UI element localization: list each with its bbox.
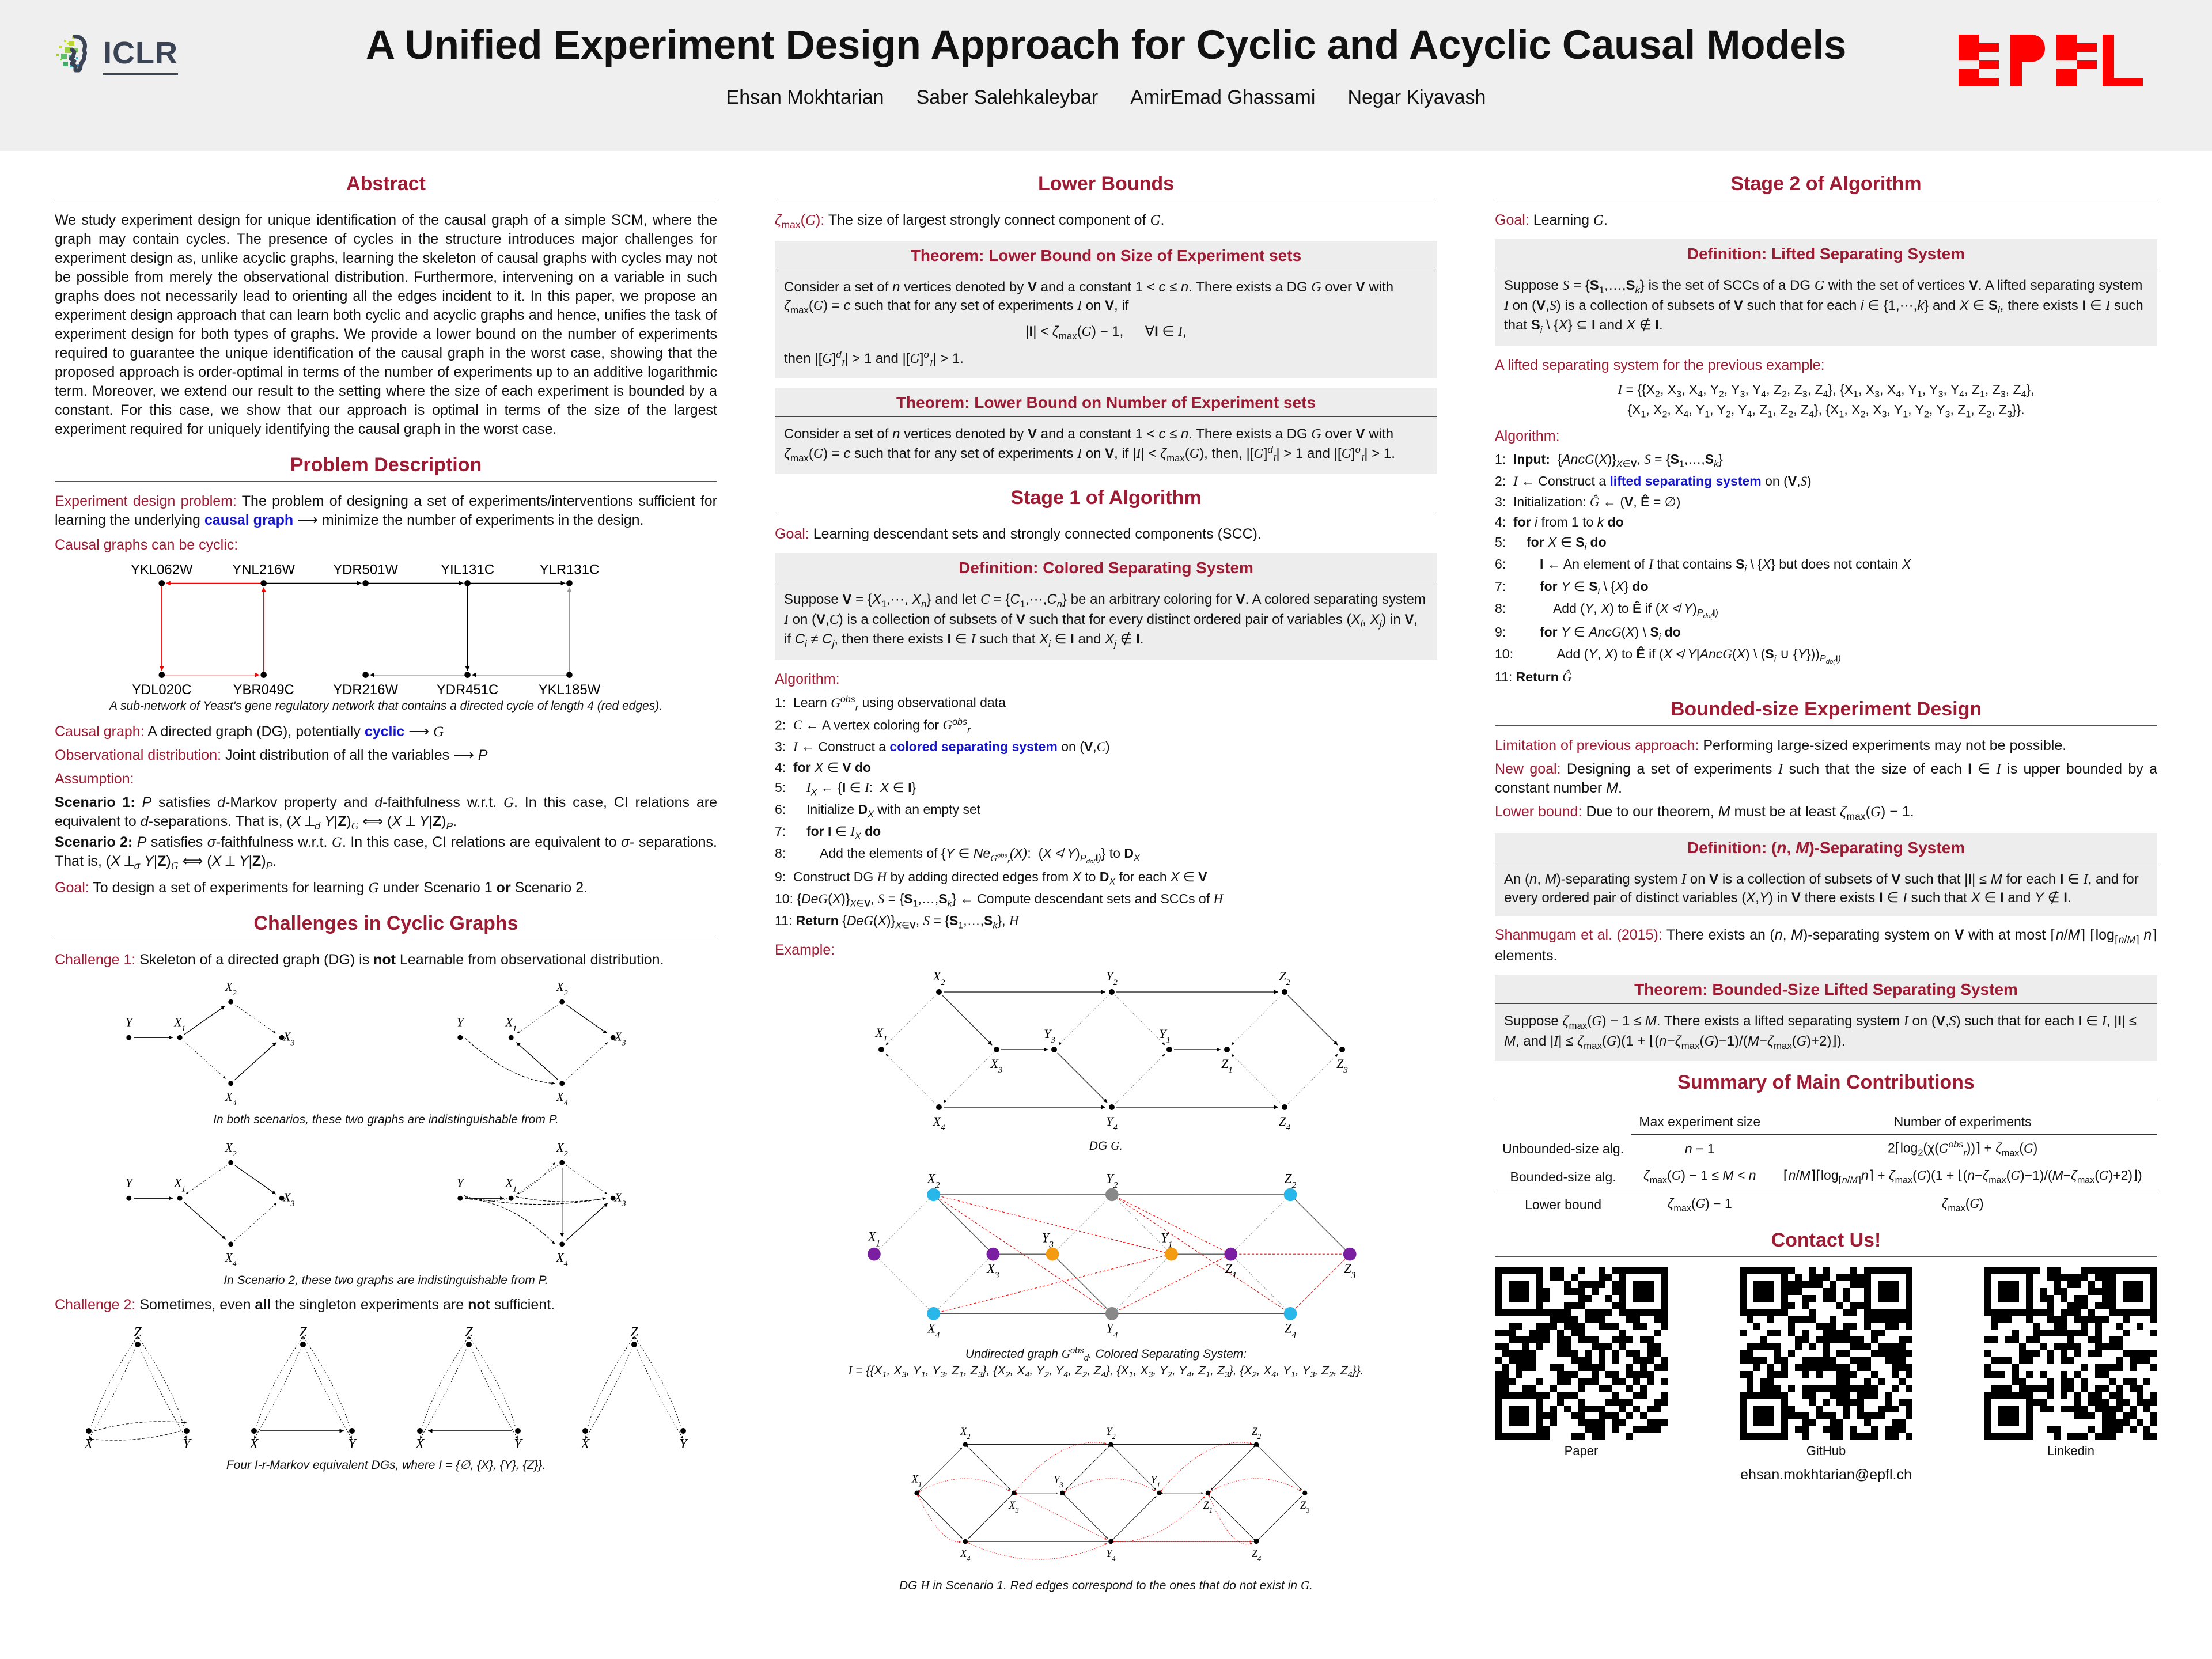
svg-text:X1: X1	[173, 1016, 185, 1033]
svg-text:Y1: Y1	[1161, 1231, 1172, 1250]
svg-text:X2: X2	[224, 1141, 236, 1158]
svg-text:Z1: Z1	[1221, 1056, 1233, 1075]
svg-text:YNL216W: YNL216W	[232, 563, 295, 577]
svg-text:Z1: Z1	[1203, 1499, 1213, 1514]
svg-text:YIL131C: YIL131C	[441, 563, 494, 577]
svg-text:Z4: Z4	[1252, 1548, 1262, 1563]
svg-text:X3: X3	[613, 1030, 626, 1048]
svg-text:Y: Y	[125, 1016, 133, 1029]
svg-text:Y4: Y4	[1106, 1548, 1116, 1563]
svg-text:Z: Z	[134, 1325, 142, 1340]
svg-text:Y2: Y2	[1106, 1426, 1116, 1441]
svg-text:Z: Z	[300, 1325, 308, 1340]
svg-text:X3: X3	[282, 1030, 294, 1048]
svg-text:X3: X3	[282, 1191, 294, 1209]
svg-text:X2: X2	[960, 1426, 971, 1441]
svg-text:X: X	[249, 1437, 259, 1452]
svg-text:Z2: Z2	[1279, 969, 1290, 987]
svg-text:Z: Z	[631, 1325, 639, 1340]
svg-text:Z4: Z4	[1279, 1114, 1290, 1132]
svg-text:X3: X3	[990, 1056, 1003, 1075]
svg-text:Z4: Z4	[1285, 1321, 1297, 1340]
svg-text:Y: Y	[680, 1437, 689, 1452]
svg-text:X3: X3	[986, 1262, 999, 1281]
svg-text:X1: X1	[505, 1176, 517, 1194]
svg-text:Z2: Z2	[1252, 1426, 1262, 1441]
svg-text:Y: Y	[183, 1437, 192, 1452]
svg-text:Z: Z	[465, 1325, 473, 1340]
svg-text:Y: Y	[125, 1176, 133, 1190]
svg-text:Y4: Y4	[1106, 1114, 1118, 1132]
svg-text:YLR131C: YLR131C	[540, 563, 600, 577]
svg-text:X4: X4	[555, 1090, 567, 1108]
svg-text:X4: X4	[960, 1548, 971, 1563]
svg-text:Y2: Y2	[1106, 969, 1118, 987]
svg-text:X1: X1	[505, 1016, 517, 1033]
svg-text:X3: X3	[613, 1191, 626, 1209]
svg-text:Z3: Z3	[1300, 1499, 1310, 1514]
svg-text:X4: X4	[224, 1090, 236, 1108]
svg-text:YDR501W: YDR501W	[333, 563, 398, 577]
svg-text:Y: Y	[514, 1437, 523, 1452]
svg-text:Y2: Y2	[1106, 1172, 1118, 1191]
svg-text:Z1: Z1	[1225, 1262, 1237, 1281]
svg-text:X4: X4	[224, 1251, 236, 1268]
svg-text:YDR451C: YDR451C	[437, 682, 498, 695]
svg-text:Y3: Y3	[1054, 1474, 1063, 1489]
svg-text:X2: X2	[933, 969, 945, 987]
svg-text:X4: X4	[927, 1321, 940, 1340]
svg-text:Y3: Y3	[1042, 1231, 1054, 1250]
svg-text:X1: X1	[911, 1473, 922, 1488]
svg-text:X2: X2	[555, 1141, 567, 1158]
svg-text:YBR049C: YBR049C	[233, 682, 294, 695]
svg-text:YKL062W: YKL062W	[131, 563, 193, 577]
svg-text:Y: Y	[456, 1176, 464, 1190]
svg-text:X3: X3	[1008, 1499, 1019, 1514]
svg-text:X4: X4	[933, 1114, 945, 1132]
svg-text:Y4: Y4	[1106, 1321, 1118, 1340]
svg-text:YDL020C: YDL020C	[132, 682, 192, 695]
svg-text:Y: Y	[349, 1437, 358, 1452]
svg-text:Y1: Y1	[1159, 1027, 1171, 1045]
svg-text:X1: X1	[875, 1025, 888, 1044]
svg-text:Y3: Y3	[1044, 1027, 1055, 1045]
svg-text:Z3: Z3	[1336, 1056, 1348, 1075]
svg-text:X2: X2	[224, 980, 236, 998]
svg-text:X4: X4	[555, 1251, 567, 1268]
svg-text:Z3: Z3	[1344, 1262, 1356, 1281]
svg-text:X: X	[415, 1437, 425, 1452]
svg-text:YDR216W: YDR216W	[333, 682, 398, 695]
svg-text:X1: X1	[173, 1176, 185, 1194]
svg-text:X2: X2	[927, 1172, 940, 1191]
svg-text:Y1: Y1	[1151, 1474, 1161, 1489]
svg-text:X2: X2	[555, 980, 567, 998]
svg-text:Y: Y	[456, 1016, 464, 1029]
svg-text:Z2: Z2	[1285, 1172, 1297, 1191]
svg-text:YKL185W: YKL185W	[539, 682, 601, 695]
svg-text:X1: X1	[868, 1230, 881, 1249]
svg-text:X: X	[581, 1437, 590, 1452]
